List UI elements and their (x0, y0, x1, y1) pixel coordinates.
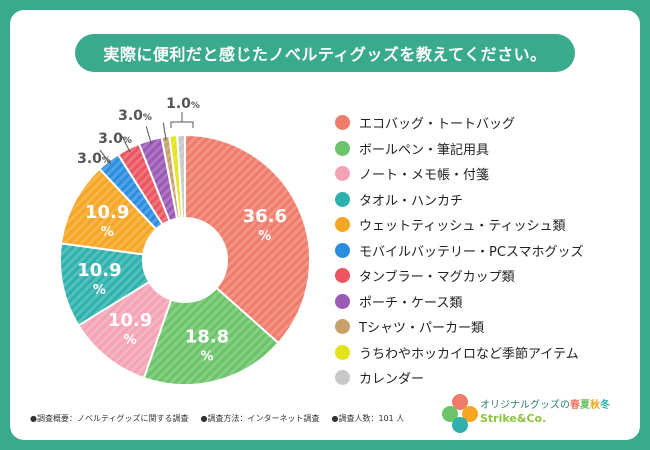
slice-unit-label: % (200, 350, 213, 365)
slice-unit-label: % (124, 333, 137, 348)
brand-seasons: 春夏秋冬 (570, 400, 610, 411)
legend-item: カレンダー (335, 365, 635, 391)
brand-mark: オリジナルグッズの春夏秋冬 Strike&Co. (440, 392, 630, 434)
seasons-flower-icon (442, 394, 478, 433)
legend-label: エコバッグ・トートバッグ (359, 117, 516, 133)
slice-unit-label: % (93, 283, 106, 298)
legend-swatch (335, 293, 350, 309)
brand-season: 冬 (600, 400, 610, 411)
brand-season: 春 (570, 400, 580, 411)
legend-label: ボールペン・筆記用具 (359, 142, 490, 158)
legend-label: Tシャツ・パーカー類 (359, 321, 484, 337)
legend-label: カレンダー (359, 372, 425, 388)
donut-slice-texture (139, 137, 178, 221)
slice-value-label: 3.0% (77, 151, 111, 167)
legend-label: タンブラー・マグカップ類 (359, 270, 515, 286)
legend-item: ポーチ・ケース類 (335, 289, 635, 315)
brand-logo: Strike&Co. (480, 412, 547, 425)
slice-value-label: 1.0% (166, 96, 200, 112)
legend-item: Tシャツ・パーカー類 (335, 314, 635, 340)
legend-label: モバイルバッテリー・PCスマホグッズ (359, 244, 584, 260)
donut-slice-texture (169, 135, 183, 219)
donut-slice-texture (161, 135, 180, 219)
donut-slice-texture (99, 154, 163, 230)
legend-item: エコバッグ・トートバッグ (335, 110, 635, 136)
legend-swatch (335, 370, 350, 386)
brand-season: 夏 (580, 400, 590, 411)
legend-swatch (335, 191, 350, 207)
donut-slice-texture (177, 135, 185, 219)
legend-swatch (335, 140, 350, 156)
donut-slice-texture (61, 168, 157, 255)
legend-label: うちわやホッカイロなど季節アイテム (359, 346, 579, 362)
small-slices-bracket (170, 121, 194, 128)
survey-notes: ●調査概要：ノベルティグッズに関する調査 ●調査方法：インターネット調査 ●調査… (30, 413, 404, 424)
legend-swatch (335, 115, 350, 131)
legend-swatch (335, 166, 350, 182)
chart-legend: エコバッグ・トートバッグ ボールペン・筆記用具 ノート・メモ帳・付箋 タオル・ハンカチ… (335, 110, 635, 391)
legend-swatch (335, 319, 350, 335)
survey-method: ●調査方法：インターネット調査 (200, 414, 320, 423)
survey-overview: ●調査概要：ノベルティグッズに関する調査 (30, 414, 189, 423)
legend-item: ボールペン・筆記用具 (335, 136, 635, 162)
donut-slice-texture (118, 143, 170, 225)
survey-respondents: ●調査人数：101 人 (331, 414, 405, 423)
legend-item: ノート・メモ帳・付箋 (335, 161, 635, 187)
legend-label: ウェットティッシュ・ティッシュ類 (359, 219, 566, 235)
slice-value-label: 3.0% (98, 131, 132, 147)
slice-value-label: 10.9 (77, 260, 121, 281)
legend-swatch (335, 242, 350, 258)
legend-item: うちわやホッカイロなど季節アイテム (335, 340, 635, 366)
chart-title: 実際に便利だと感じたノベルティグッズを教えてください。 (75, 34, 575, 72)
brand-text: オリジナルグッズの春夏秋冬 (480, 400, 610, 411)
slice-value-label: 36.6 (243, 206, 287, 227)
donut-slice-texture (60, 243, 150, 326)
slice-value-label: 18.8 (185, 327, 229, 348)
legend-swatch (335, 344, 350, 360)
legend-swatch (335, 217, 350, 233)
slice-value-label: 3.0% (118, 108, 152, 124)
legend-label: ノート・メモ帳・付箋 (359, 168, 490, 184)
leader-line (121, 135, 131, 153)
slice-value-label: 10.9 (108, 310, 152, 331)
legend-label: ポーチ・ケース類 (359, 295, 463, 311)
leader-line (162, 122, 167, 141)
donut-slice-texture (185, 135, 311, 344)
donut-slice-texture (78, 281, 172, 379)
slice-unit-label: % (101, 225, 114, 240)
legend-item: ウェットティッシュ・ティッシュ類 (335, 212, 635, 238)
legend-item: モバイルバッテリー・PCスマホグッズ (335, 238, 635, 264)
leader-line (145, 126, 152, 144)
brand-season: 秋 (590, 400, 600, 411)
legend-label: タオル・ハンカチ (359, 193, 464, 209)
legend-item: タオル・ハンカチ (335, 187, 635, 213)
legend-swatch (335, 268, 350, 284)
leader-line (99, 149, 112, 165)
slice-unit-label: % (258, 229, 271, 244)
legend-item: タンブラー・マグカップ類 (335, 263, 635, 289)
slice-value-label: 10.9 (85, 202, 129, 223)
donut-slice-texture (143, 287, 279, 386)
